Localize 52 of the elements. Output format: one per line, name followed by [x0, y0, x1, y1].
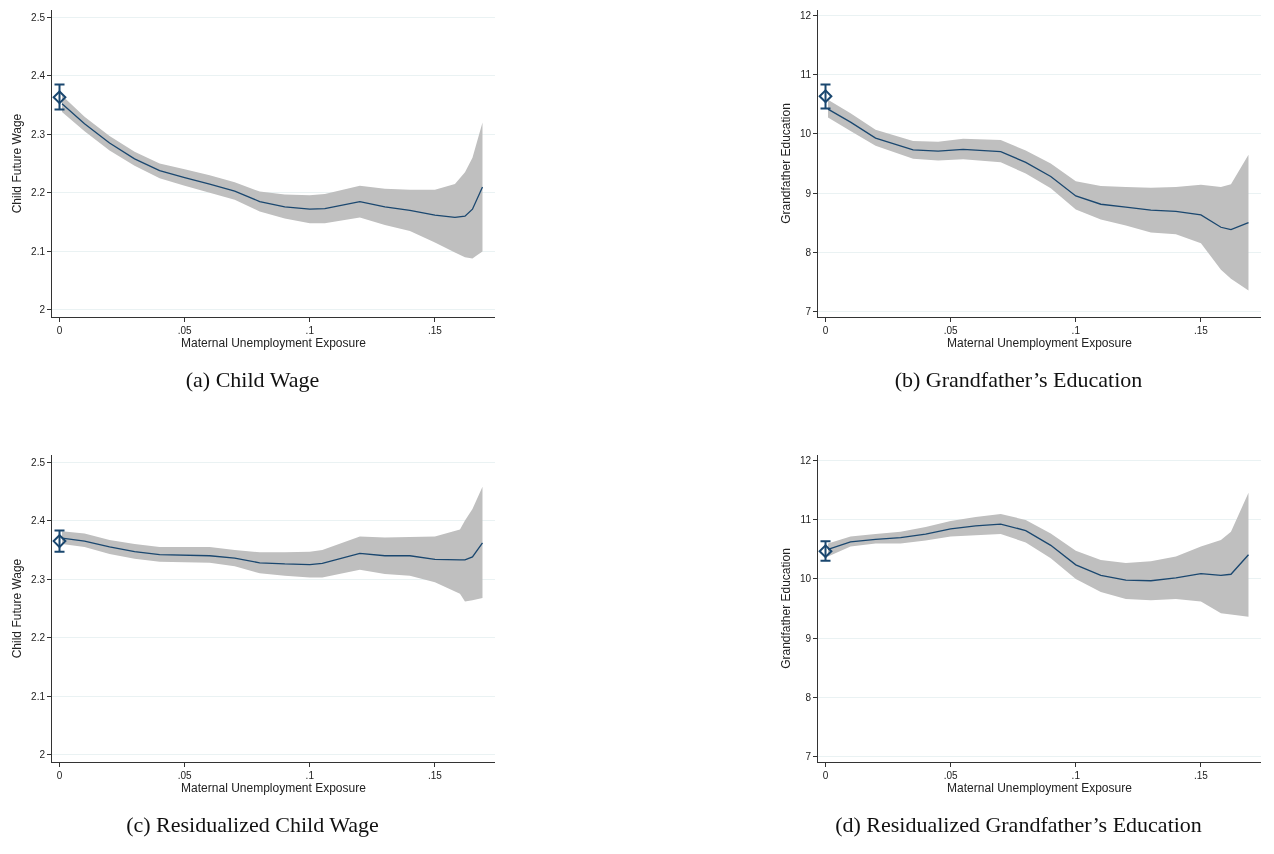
- x-tick-label: .05: [177, 325, 193, 336]
- y-tick-label: 12: [799, 10, 812, 22]
- x-axis-title: Maternal Unemployment Exposure: [181, 336, 367, 350]
- x-tick-label: .05: [943, 325, 959, 336]
- y-axis-title: Grandfather Education: [779, 548, 794, 669]
- y-tick-label: 2.1: [31, 690, 46, 702]
- y-tick-label: 10: [799, 573, 812, 585]
- x-tick-label: .1: [305, 770, 315, 781]
- x-tick-label: .1: [305, 325, 315, 336]
- y-tick-label: 2.2: [31, 187, 46, 199]
- x-tick-label: .15: [427, 770, 443, 781]
- y-tick-label: 2.1: [31, 245, 46, 257]
- x-axis-title: Maternal Unemployment Exposure: [947, 336, 1133, 350]
- text: (a) Child Wage: [184, 367, 321, 393]
- x-tick-label: .1: [1071, 770, 1081, 781]
- y-tick-label: 2: [39, 304, 46, 316]
- x-tick-label: 0: [56, 770, 63, 781]
- y-tick-label: 8: [805, 691, 812, 703]
- x-axis-title: Maternal Unemployment Exposure: [181, 781, 367, 795]
- y-tick-label: 10: [799, 128, 812, 140]
- y-tick-label: 11: [800, 514, 812, 526]
- y-axis-title: Child Future Wage: [10, 558, 25, 659]
- y-tick-label: 2.3: [31, 573, 46, 585]
- x-tick-label: 0: [822, 325, 829, 336]
- y-tick-label: 7: [805, 750, 812, 762]
- text: (d) Residualized Grandfather’s Education: [834, 812, 1203, 838]
- y-tick-label: 2.4: [31, 515, 46, 527]
- y-tick-label: 11: [800, 69, 812, 81]
- x-tick-label: .1: [1071, 325, 1081, 336]
- y-tick-label: 2.5: [31, 456, 46, 468]
- y-tick-label: 2.5: [31, 11, 46, 23]
- y-tick-label: 2.2: [31, 632, 46, 644]
- x-axis-title: Maternal Unemployment Exposure: [947, 781, 1133, 795]
- x-tick-label: .15: [1193, 325, 1209, 336]
- y-tick-label: 8: [805, 246, 812, 258]
- x-tick-label: .05: [943, 770, 959, 781]
- text: (b) Grandfather’s Education: [893, 367, 1144, 393]
- y-tick-label: 9: [805, 632, 812, 644]
- y-tick-label: 7: [805, 305, 812, 317]
- x-tick-label: .15: [1193, 770, 1209, 781]
- x-tick-label: 0: [822, 770, 829, 781]
- y-tick-label: 2: [39, 749, 46, 761]
- y-tick-label: 2.4: [31, 70, 46, 82]
- y-tick-label: 9: [805, 187, 812, 199]
- x-tick-label: .15: [427, 325, 443, 336]
- y-tick-label: 12: [799, 455, 812, 467]
- y-tick-label: 2.3: [31, 128, 46, 140]
- y-axis-title: Grandfather Education: [779, 103, 794, 224]
- x-tick-label: 0: [56, 325, 63, 336]
- text: (c) Residualized Child Wage: [125, 812, 380, 838]
- x-tick-label: .05: [177, 770, 193, 781]
- y-axis-title: Child Future Wage: [10, 113, 25, 214]
